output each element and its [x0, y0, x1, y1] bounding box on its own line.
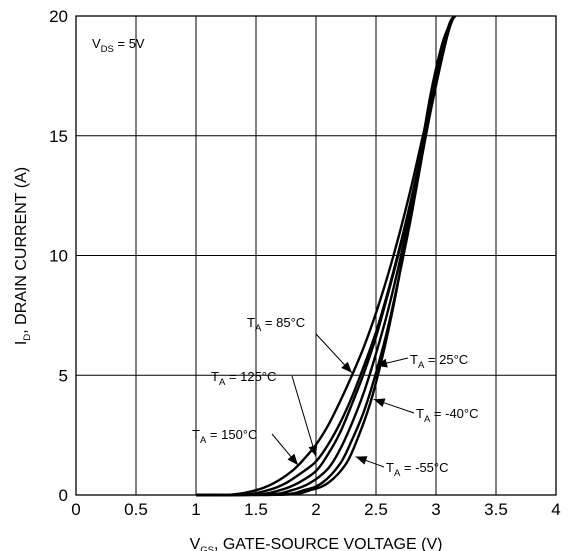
tick-labels: 0 0.5 1 1.5 2 2.5 3 3.5 4 0 5 10 15 20 — [49, 7, 561, 519]
label-minus40c: TA = -40°C — [416, 406, 479, 425]
y-tick-label: 10 — [49, 247, 68, 266]
annotation-arrows — [271, 333, 415, 468]
y-axis-title: ID, DRAIN CURRENT (A) — [13, 167, 33, 345]
y-tick-label: 0 — [59, 486, 68, 505]
annotation-leader — [291, 375, 317, 457]
annotation-arrowhead — [376, 358, 388, 368]
plot-border — [75, 15, 557, 496]
x-tick-label: 3 — [431, 500, 440, 519]
label-minus55c: TA = -55°C — [386, 460, 449, 479]
curves — [195, 15, 457, 497]
annotation-arrowhead — [373, 398, 386, 408]
x-tick-label: 0 — [71, 500, 80, 519]
label-25c: TA = 25°C — [410, 352, 468, 371]
grid — [75, 15, 557, 496]
plot-frame — [75, 15, 557, 496]
x-tick-label: 3.5 — [484, 500, 508, 519]
x-axis-title: VGS, GATE-SOURCE VOLTAGE (V) — [190, 536, 443, 551]
annotation-arrowhead — [355, 456, 368, 465]
annotation-arrowhead — [341, 361, 352, 373]
x-tick-label: 1.5 — [244, 500, 268, 519]
label-85c: TA = 85°C — [247, 315, 305, 334]
x-tick-label: 1 — [191, 500, 200, 519]
y-tick-label: 5 — [59, 366, 68, 385]
annotation-arrowhead — [308, 444, 318, 457]
x-tick-label: 0.5 — [124, 500, 148, 519]
label-150c: TA = 150°C — [192, 427, 257, 446]
y-tick-label: 15 — [49, 127, 68, 146]
condition-label: VDS = 5V — [92, 36, 145, 55]
x-tick-label: 2 — [311, 500, 320, 519]
x-tick-label: 2.5 — [364, 500, 388, 519]
annotation-arrowhead — [287, 453, 298, 466]
x-tick-label: 4 — [551, 500, 560, 519]
y-tick-label: 20 — [49, 7, 68, 26]
label-125c: TA = 125°C — [211, 369, 276, 388]
series-line-4 — [195, 15, 456, 497]
series-line-5 — [195, 15, 457, 497]
